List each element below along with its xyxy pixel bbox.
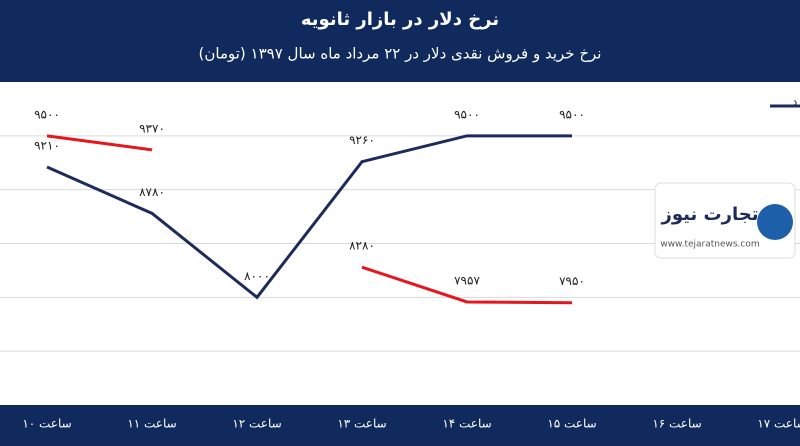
- data-label: ۹۲۶۰: [349, 133, 375, 147]
- watermark: تجارت نیوز www.tejaratnews.com: [654, 182, 796, 259]
- watermark-url: www.tejaratnews.com: [660, 240, 759, 250]
- x-tick-label: ساعت ۱۳: [337, 417, 386, 431]
- legend-label: د: [792, 95, 797, 109]
- watermark-box: [654, 182, 796, 259]
- data-label: ۹۲۱۰: [34, 139, 60, 153]
- data-label: ۹۵۰۰: [454, 107, 480, 121]
- footer-band: [0, 405, 800, 446]
- watermark-icon: [757, 204, 793, 240]
- series-line: [361, 265, 573, 305]
- data-label: ۹۵۰۰: [559, 107, 585, 121]
- data-label: ۹۳۷۰: [139, 121, 165, 135]
- data-label: ۸۷۸۰: [139, 185, 165, 199]
- chart-title: نرخ دلار در بازار ثانویه: [301, 9, 499, 30]
- data-label: ۸۰۰۰: [244, 269, 270, 283]
- x-tick-label: ساعت ۱۴: [442, 417, 491, 431]
- watermark-brand: تجارت نیوز: [661, 204, 759, 225]
- header-band: [0, 0, 800, 82]
- x-tick-label: ساعت ۱۵: [547, 417, 596, 431]
- x-tick-label: ساعت ۱۰: [22, 417, 71, 431]
- x-tick-label: ساعت ۱۱: [127, 417, 176, 431]
- data-label: ۷۹۵۰: [559, 274, 585, 288]
- x-tick-label: ساعت ۱۲: [232, 417, 281, 431]
- data-label: ۷۹۵۷: [454, 273, 480, 287]
- series-line: [46, 134, 572, 300]
- series-line: [46, 134, 153, 152]
- data-label: ۹۵۰۰: [34, 107, 60, 121]
- x-tick-label: ساعت ۱۶: [652, 417, 701, 431]
- chart-subtitle: نرخ خرید و فروش نقدی دلار در ۲۲ مرداد ما…: [199, 45, 602, 63]
- x-tick-label: ساعت ۱۷: [757, 417, 800, 431]
- data-label: ۸۲۸۰: [349, 239, 375, 253]
